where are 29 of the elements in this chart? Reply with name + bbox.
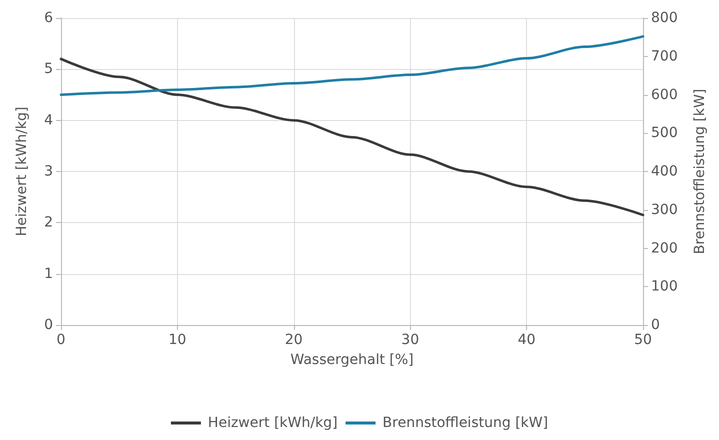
x-tick-label: 0: [56, 332, 66, 348]
y-tick-label: 4: [44, 112, 54, 128]
y-tick-label: 0: [44, 317, 53, 333]
legend-label: Brennstoffleistung [kW]: [382, 415, 548, 431]
y2-axis-title: Brennstoffleistung [kW]: [692, 88, 708, 254]
x-tick-label: 30: [401, 332, 420, 348]
y2-tick-label: 400: [651, 164, 678, 180]
y-tick-label: 6: [44, 10, 54, 26]
y-tick-label: 2: [44, 214, 53, 231]
x-tick-label: 10: [168, 332, 186, 348]
y2-tick-label: 600: [651, 86, 678, 103]
x-tick-label: 50: [634, 332, 652, 348]
y2-tick-label: 700: [651, 48, 678, 64]
x-tick-label: 40: [518, 332, 536, 348]
line-series: [60, 58, 644, 216]
y2-tick-label: 0: [651, 317, 660, 333]
x-axis-title: Wassergehalt [%]: [290, 352, 414, 368]
legend-label: Heizwert [kWh/kg]: [208, 415, 338, 431]
y2-tick-label: 500: [651, 125, 678, 142]
y2-tick-label: 800: [651, 10, 678, 26]
y-tick-label: 3: [44, 164, 53, 180]
y2-tick-label: 300: [651, 202, 678, 218]
y-axis-title: Heizwert [kWh/kg]: [14, 106, 30, 236]
line-series: [60, 35, 644, 96]
y-tick-label: 1: [44, 266, 53, 282]
y2-tick-label: 100: [651, 278, 678, 295]
y-tick-label: 5: [44, 61, 53, 78]
x-tick-label: 20: [284, 332, 303, 348]
y2-tick-label: 200: [651, 240, 678, 256]
